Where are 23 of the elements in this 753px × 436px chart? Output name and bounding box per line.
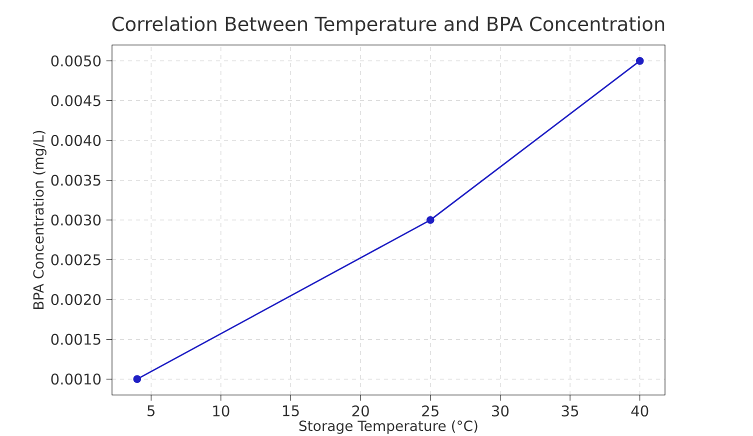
x-axis-title: Storage Temperature (°C) <box>299 420 478 434</box>
x-tick-label: 15 <box>283 405 299 416</box>
y-tick-label: 0.0050 <box>51 55 101 66</box>
x-tick-label: 25 <box>422 405 438 416</box>
x-tick-label: 35 <box>562 405 578 416</box>
x-tick-label: 30 <box>492 405 509 416</box>
y-tick-label: 0.0045 <box>51 95 100 106</box>
x-tick-label: 40 <box>631 405 648 416</box>
y-axis-title: BPA Concentration (mg/L) <box>32 130 46 309</box>
point <box>636 56 644 65</box>
y-tick-label: 0.0030 <box>51 214 101 226</box>
point <box>426 216 434 224</box>
x-tick-label: 20 <box>352 405 369 416</box>
y-tick-label: 0.0015 <box>51 334 100 345</box>
x-tick-label: 5 <box>148 405 154 416</box>
y-tick-label: 0.0040 <box>51 134 101 146</box>
y-tick-label: 0.0020 <box>51 294 101 306</box>
point <box>133 375 142 384</box>
y-tick-label: 0.0025 <box>51 254 100 266</box>
x-tick-label: 10 <box>213 405 230 416</box>
chart-title: Correlation Between Temperature and BPA Concentration <box>112 16 664 35</box>
y-tick-label: 0.0010 <box>51 374 101 385</box>
y-tick-label: 0.0035 <box>51 174 100 186</box>
